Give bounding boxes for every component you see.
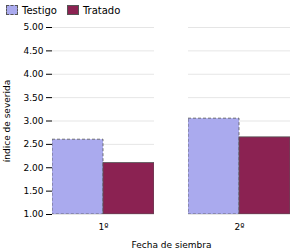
svg-text:2.50: 2.50 [23,139,43,149]
svg-text:1º: 1º [99,222,109,232]
svg-text:4.00: 4.00 [23,69,43,79]
svg-text:3.50: 3.50 [23,93,43,103]
svg-text:índice de severida: índice de severida [2,80,12,162]
svg-text:5.00: 5.00 [23,22,43,32]
svg-text:2.00: 2.00 [23,163,43,173]
html-text:Testigo: Testigo [22,4,57,16]
svg-text:2º: 2º [235,222,245,232]
svg-text:3.00: 3.00 [23,116,43,126]
svg-text:4.50: 4.50 [23,46,43,56]
svg-text:1.00: 1.00 [23,209,43,219]
html-text:Tratado: Tratado [82,4,121,16]
svg-text:Fecha de siembra: Fecha de siembra [132,240,212,250]
svg-text:1.50: 1.50 [23,186,43,196]
